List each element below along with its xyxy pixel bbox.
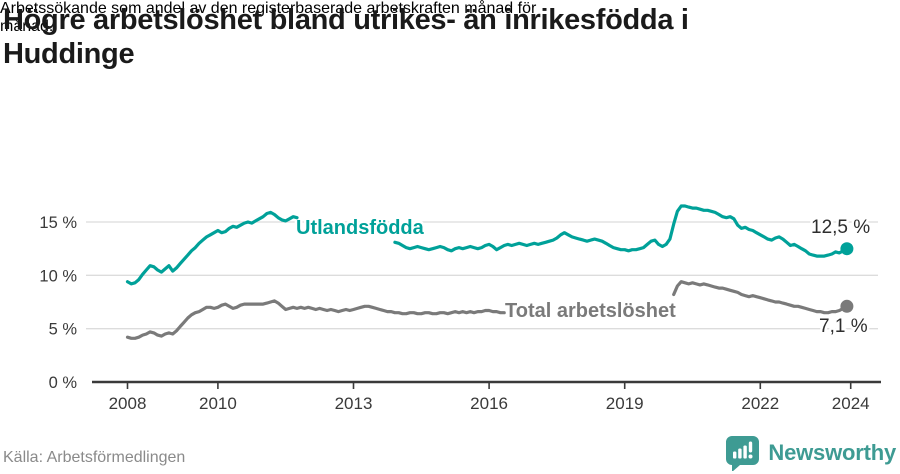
chart-subtitle-line-1: Arbetssökande som andel av den registerb… xyxy=(0,0,537,17)
series-end-dot-utlandsfodda xyxy=(840,242,854,256)
x-tick-label: 2022 xyxy=(741,394,779,413)
series-line-total xyxy=(125,299,506,340)
chart-subtitle-line-2: månad. xyxy=(0,18,54,35)
series-line-total xyxy=(672,280,849,315)
series-end-dot-total xyxy=(840,299,854,313)
chart-title: Högre arbetslöshet bland utrikes- än inr… xyxy=(3,4,883,72)
y-tick-label: 5 % xyxy=(49,321,78,339)
x-tick-label: 2016 xyxy=(470,394,508,413)
series-label-total: Total arbetslöshet xyxy=(505,300,676,322)
y-tick-label: 15 % xyxy=(39,214,77,232)
newsworthy-icon xyxy=(726,436,760,471)
x-tick-label: 2013 xyxy=(335,394,373,413)
end-value-label-utlandsfodda: 12,5 % xyxy=(811,217,870,238)
end-value-label-total: 7,1 % xyxy=(819,316,868,337)
x-tick-label: 2024 xyxy=(832,394,870,413)
series-line-utlandsfodda xyxy=(125,210,299,286)
y-tick-label: 0 % xyxy=(49,374,78,392)
newsworthy-wordmark: Newsworthy xyxy=(768,440,896,465)
chart-title-line-2: Huddinge xyxy=(3,37,135,70)
series-line-utlandsfodda xyxy=(393,204,849,258)
series-label-utlandsfodda: Utlandsfödda xyxy=(296,217,425,239)
x-tick-label: 2019 xyxy=(606,394,644,413)
source-note: Källa: Arbetsförmedlingen xyxy=(3,449,186,466)
x-tick-label: 2010 xyxy=(199,394,237,413)
newsworthy-logo: Newsworthy xyxy=(725,435,896,471)
chart-title-line-1: Högre arbetslöshet bland utrikes- än inr… xyxy=(3,4,689,36)
y-tick-label: 10 % xyxy=(39,267,77,285)
x-tick-label: 2008 xyxy=(109,394,147,413)
